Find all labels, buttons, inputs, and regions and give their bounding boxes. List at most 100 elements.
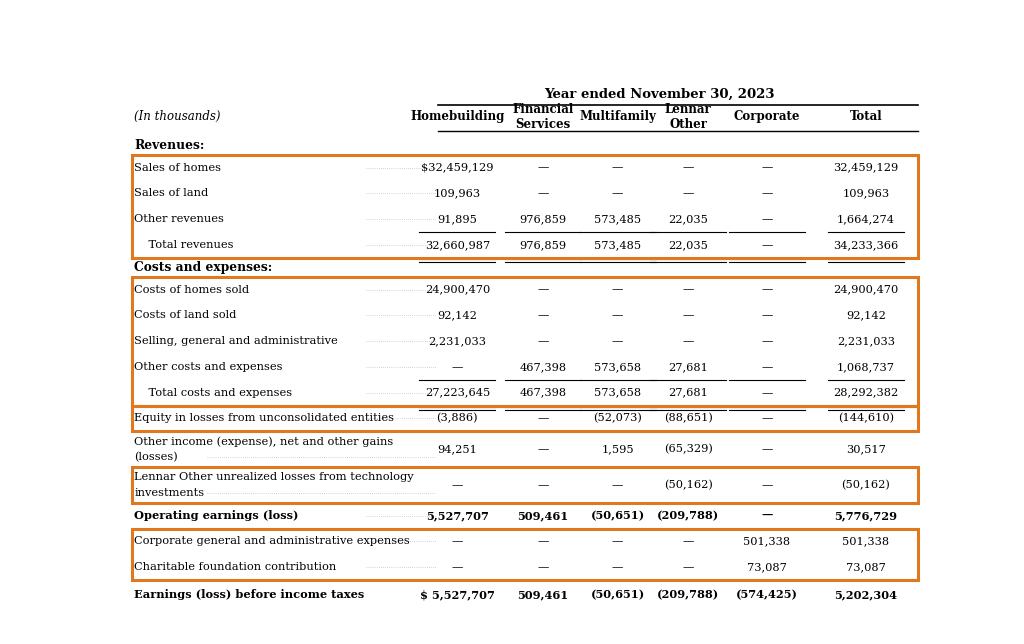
Text: 1,595: 1,595 xyxy=(601,444,634,454)
Text: Total revenues: Total revenues xyxy=(134,240,233,250)
Text: —: — xyxy=(683,310,694,320)
Text: 467,398: 467,398 xyxy=(519,362,566,372)
Text: —: — xyxy=(538,480,549,490)
Text: —: — xyxy=(683,562,694,573)
Text: Lennar Other unrealized losses from technology: Lennar Other unrealized losses from tech… xyxy=(134,472,414,482)
Bar xyxy=(132,277,918,406)
Text: 501,338: 501,338 xyxy=(843,536,890,546)
Text: Other costs and expenses: Other costs and expenses xyxy=(134,362,283,372)
Text: —: — xyxy=(452,562,463,573)
Text: —: — xyxy=(761,188,772,198)
Text: —: — xyxy=(761,240,772,250)
Text: Lennar
Other: Lennar Other xyxy=(665,103,712,131)
Text: Selling, general and administrative: Selling, general and administrative xyxy=(134,336,338,346)
Text: Costs of land sold: Costs of land sold xyxy=(134,310,237,320)
Text: 976,859: 976,859 xyxy=(519,240,566,250)
Text: Total: Total xyxy=(850,111,883,124)
Text: 32,459,129: 32,459,129 xyxy=(834,162,899,173)
Text: Revenues:: Revenues: xyxy=(134,138,205,152)
Text: (50,651): (50,651) xyxy=(591,510,645,521)
Text: —: — xyxy=(683,336,694,346)
Text: 24,900,470: 24,900,470 xyxy=(834,285,899,294)
Text: (88,651): (88,651) xyxy=(664,413,713,424)
Text: investments: investments xyxy=(134,488,205,498)
Text: 30,517: 30,517 xyxy=(846,444,886,454)
Text: Financial
Services: Financial Services xyxy=(512,103,573,131)
Text: 5,776,729: 5,776,729 xyxy=(835,510,898,521)
Text: —: — xyxy=(761,362,772,372)
Text: —: — xyxy=(612,336,624,346)
Text: 27,223,645: 27,223,645 xyxy=(425,388,489,397)
Bar xyxy=(132,467,918,503)
Text: 5,202,304: 5,202,304 xyxy=(835,589,898,600)
Text: (3,886): (3,886) xyxy=(436,413,478,424)
Text: (65,329): (65,329) xyxy=(664,444,713,455)
Text: 509,461: 509,461 xyxy=(517,589,568,600)
Text: 573,485: 573,485 xyxy=(594,214,641,224)
Text: 92,142: 92,142 xyxy=(846,310,886,320)
Text: Other revenues: Other revenues xyxy=(134,214,224,224)
Text: Operating earnings (loss): Operating earnings (loss) xyxy=(134,510,299,521)
Text: Costs of homes sold: Costs of homes sold xyxy=(134,285,250,294)
Text: —: — xyxy=(761,285,772,294)
Text: Charitable foundation contribution: Charitable foundation contribution xyxy=(134,562,337,573)
Text: (In thousands): (In thousands) xyxy=(134,111,221,124)
Text: 109,963: 109,963 xyxy=(843,188,890,198)
Text: —: — xyxy=(761,336,772,346)
Text: Corporate: Corporate xyxy=(733,111,800,124)
Text: Earnings (loss) before income taxes: Earnings (loss) before income taxes xyxy=(134,589,365,600)
Text: 27,681: 27,681 xyxy=(669,388,709,397)
Text: Homebuilding: Homebuilding xyxy=(411,111,505,124)
Text: (574,425): (574,425) xyxy=(736,589,798,600)
Text: —: — xyxy=(761,413,772,424)
Text: 73,087: 73,087 xyxy=(746,562,786,573)
Text: —: — xyxy=(538,188,549,198)
Text: —: — xyxy=(452,536,463,546)
Text: 24,900,470: 24,900,470 xyxy=(425,285,489,294)
Text: 573,485: 573,485 xyxy=(594,240,641,250)
Text: 109,963: 109,963 xyxy=(434,188,481,198)
Text: 5,527,707: 5,527,707 xyxy=(426,510,488,521)
Text: 1,068,737: 1,068,737 xyxy=(837,362,895,372)
Text: 27,681: 27,681 xyxy=(669,362,709,372)
Text: 976,859: 976,859 xyxy=(519,214,566,224)
Text: 22,035: 22,035 xyxy=(669,240,709,250)
Text: —: — xyxy=(761,388,772,397)
Text: (50,162): (50,162) xyxy=(842,480,891,490)
Text: $32,459,129: $32,459,129 xyxy=(421,162,494,173)
Text: —: — xyxy=(761,310,772,320)
Text: (144,610): (144,610) xyxy=(838,413,894,424)
Text: 573,658: 573,658 xyxy=(594,362,641,372)
Text: 1,664,274: 1,664,274 xyxy=(837,214,895,224)
Text: 573,658: 573,658 xyxy=(594,388,641,397)
Text: —: — xyxy=(761,214,772,224)
Text: —: — xyxy=(538,162,549,173)
Text: 91,895: 91,895 xyxy=(437,214,477,224)
Text: —: — xyxy=(612,285,624,294)
Text: 22,035: 22,035 xyxy=(669,214,709,224)
Text: (209,788): (209,788) xyxy=(657,589,720,600)
Text: —: — xyxy=(538,285,549,294)
Text: —: — xyxy=(683,536,694,546)
Text: Sales of homes: Sales of homes xyxy=(134,162,221,173)
Text: 509,461: 509,461 xyxy=(517,510,568,521)
Text: Costs and expenses:: Costs and expenses: xyxy=(134,261,272,274)
Text: Sales of land: Sales of land xyxy=(134,188,209,198)
Text: 2,231,033: 2,231,033 xyxy=(837,336,895,346)
Text: Other income (expense), net and other gains: Other income (expense), net and other ga… xyxy=(134,436,393,447)
Text: 467,398: 467,398 xyxy=(519,388,566,397)
Text: 28,292,382: 28,292,382 xyxy=(834,388,899,397)
Text: —: — xyxy=(538,562,549,573)
Text: —: — xyxy=(538,444,549,454)
Text: 94,251: 94,251 xyxy=(437,444,477,454)
Text: Equity in losses from unconsolidated entities: Equity in losses from unconsolidated ent… xyxy=(134,413,394,424)
Text: 2,231,033: 2,231,033 xyxy=(428,336,486,346)
Text: —: — xyxy=(612,188,624,198)
Text: (50,651): (50,651) xyxy=(591,589,645,600)
Text: (losses): (losses) xyxy=(134,452,178,462)
Text: —: — xyxy=(683,285,694,294)
Text: 501,338: 501,338 xyxy=(743,536,791,546)
Text: 92,142: 92,142 xyxy=(437,310,477,320)
Bar xyxy=(132,406,918,431)
Text: —: — xyxy=(683,188,694,198)
